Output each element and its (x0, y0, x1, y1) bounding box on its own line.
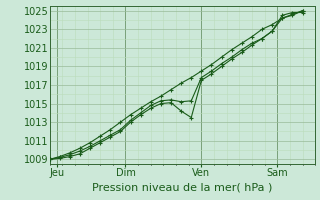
X-axis label: Pression niveau de la mer( hPa ): Pression niveau de la mer( hPa ) (92, 182, 273, 192)
